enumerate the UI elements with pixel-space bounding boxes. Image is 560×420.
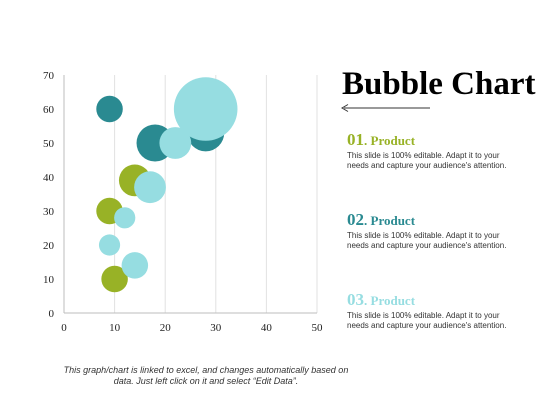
y-tick-label: 50 <box>43 138 55 150</box>
legend-number-1: 01 <box>347 130 364 149</box>
legend-heading-1: 01. Product <box>347 131 527 150</box>
y-tick-label: 40 <box>43 172 55 184</box>
legend-item-2: 02. Product This slide is 100% editable.… <box>347 211 527 251</box>
y-tick-label: 20 <box>43 240 55 252</box>
x-tick-label: 0 <box>61 322 67 334</box>
legend-description-1: This slide is 100% editable. Adapt it to… <box>347 151 507 170</box>
chart-tick-labels: 0 10 20 30 40 50 60 70 0 10 20 30 40 50 <box>43 70 323 334</box>
bubble-series-3 <box>134 171 166 204</box>
bubble-series-3 <box>159 127 192 159</box>
left-arrow-icon <box>341 104 430 112</box>
y-tick-label: 60 <box>43 104 55 116</box>
legend-description-3: This slide is 100% editable. Adapt it to… <box>347 311 507 330</box>
legend-name-2: . Product <box>364 213 416 228</box>
x-tick-label: 30 <box>210 322 222 334</box>
y-tick-label: 70 <box>43 70 55 82</box>
legend-name-3: . Product <box>364 293 416 308</box>
bubble-series-3 <box>98 234 121 256</box>
bubble-series-3 <box>114 207 136 229</box>
legend-number-2: 02 <box>347 210 364 229</box>
bubble-series-3 <box>121 252 149 279</box>
x-tick-label: 20 <box>160 322 172 334</box>
x-tick-label: 40 <box>261 322 273 334</box>
y-tick-label: 30 <box>43 206 55 218</box>
legend-name-1: . Product <box>364 133 416 148</box>
legend-number-3: 03 <box>347 290 364 309</box>
y-tick-label: 10 <box>43 274 55 286</box>
x-tick-label: 50 <box>312 322 324 334</box>
legend-item-1: 01. Product This slide is 100% editable.… <box>347 131 527 171</box>
legend-item-3: 03. Product This slide is 100% editable.… <box>347 291 527 331</box>
chart-bubbles <box>96 77 238 293</box>
slide-title: Bubble Chart <box>342 66 536 102</box>
y-tick-label: 0 <box>49 308 55 320</box>
bubble-series-2 <box>96 95 123 123</box>
bubble-series-1 <box>101 265 128 293</box>
footnote: This graph/chart is linked to excel, and… <box>63 365 349 386</box>
legend-heading-2: 02. Product <box>347 211 527 230</box>
bubble-series-3 <box>173 77 238 141</box>
chart-axes <box>63 75 317 314</box>
legend-heading-3: 03. Product <box>347 291 527 310</box>
x-tick-label: 10 <box>109 322 121 334</box>
legend-description-2: This slide is 100% editable. Adapt it to… <box>347 231 507 250</box>
